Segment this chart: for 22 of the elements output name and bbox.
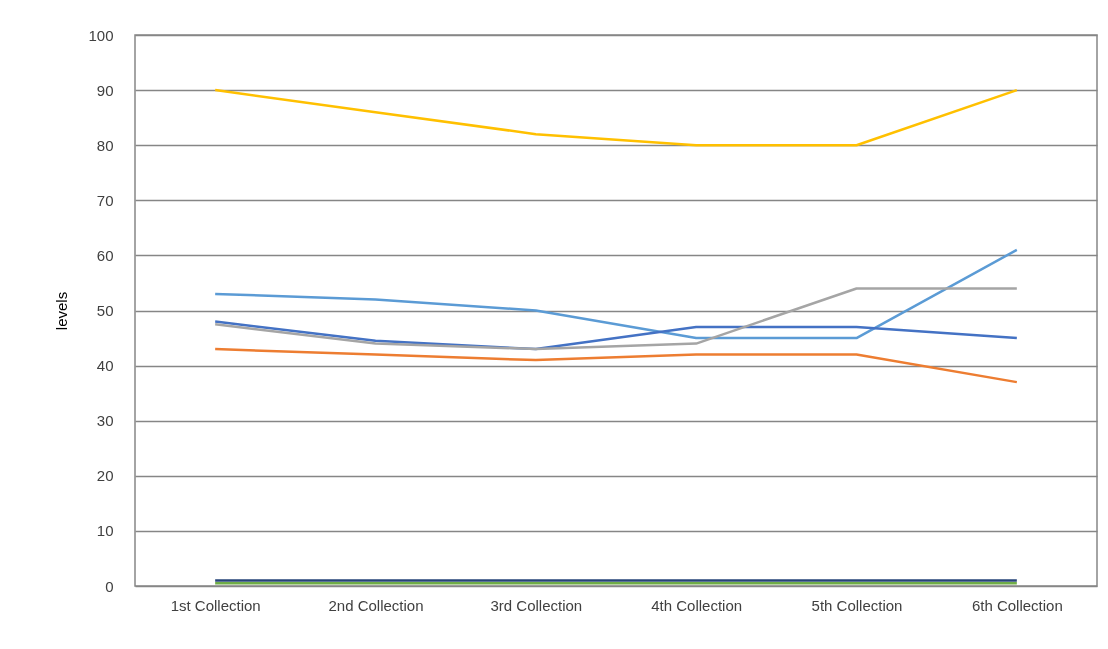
y-tick-label: 20 <box>96 467 114 485</box>
y-tick-label: 70 <box>96 191 114 209</box>
y-tick-label: 40 <box>96 357 114 375</box>
line-series <box>213 287 1019 351</box>
x-tick-label: 2nd Collection <box>328 596 424 614</box>
x-tick-label: 5th Collection <box>811 596 903 614</box>
y-tick-label: 90 <box>96 81 114 99</box>
y-axis-title: levels <box>53 291 71 331</box>
line-series <box>213 88 1019 147</box>
line-series <box>213 347 1019 384</box>
x-tick-label: 4th Collection <box>651 596 743 614</box>
x-tick-label: 6th Collection <box>971 596 1063 614</box>
y-tick-label: 60 <box>96 246 114 264</box>
y-tick-label: 80 <box>96 136 114 154</box>
y-tick-label: 30 <box>96 412 114 430</box>
line-series <box>213 248 1019 340</box>
y-tick-label: 100 <box>88 26 114 44</box>
y-tick-label: 10 <box>96 522 114 540</box>
x-tick-label: 1st Collection <box>170 596 261 614</box>
y-tick-label: 0 <box>105 577 114 595</box>
y-tick-label: 50 <box>96 302 114 319</box>
x-tick-label: 3rd Collection <box>490 596 583 614</box>
